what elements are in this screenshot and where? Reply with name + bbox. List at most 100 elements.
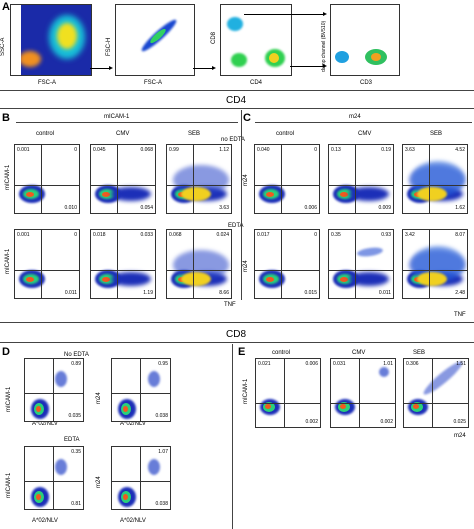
b-plot-r1-c3-value-1: 1.12 (219, 147, 229, 153)
gating-plot-dump-cd3 (330, 4, 400, 76)
b-plot-r1-c2-value-1: 0.068 (140, 147, 153, 153)
b-plot-r1-c2-value-2: 0.054 (140, 205, 153, 211)
gating-ylabel-cd8: CD8 (211, 31, 217, 44)
b-plot-r2-c1-gate-v (41, 230, 42, 298)
b-plot-r2-c2-value-2: 1.19 (143, 290, 153, 296)
b-plot-r2-c1-value-2: 0.011 (64, 290, 77, 296)
gating-ylabel-ssc: SSC-A (0, 37, 6, 56)
gating-ylabel-dump: dump channel (BV510) (321, 20, 327, 72)
c-plot-r1-c2: 0.13 0.19 0.009 (328, 144, 394, 214)
c-plot-r1-c3: 3.63 4.52 1.62 (402, 144, 468, 214)
c-plot-r1-c2-gate-h (329, 185, 393, 186)
e-col-seb: SEB (413, 350, 426, 356)
c-plot-r2-c1-value-1: 0 (314, 232, 317, 238)
c-plot-r2-c3-value-2: 2.48 (455, 290, 465, 296)
section-cd4-title: CD4 (226, 95, 247, 106)
d-plot-4-density-2 (123, 494, 128, 500)
b-plot-r1-c3-value-0: 0.99 (169, 147, 179, 153)
e-xlabel: m24 (454, 433, 466, 439)
e-plot-3-density-2 (413, 404, 419, 409)
c-plot-r1-c2-density-2 (340, 192, 348, 197)
divider-cd4 (0, 108, 474, 109)
d-plot-1-gate-h (25, 393, 83, 394)
e-plot-1-density-2 (265, 404, 271, 409)
b-row2-label: EDTA (228, 223, 244, 229)
b-plot-r2-c1-value-1: 0 (74, 232, 77, 238)
c-plot-r2-c1-gate-v (281, 230, 282, 298)
c-plot-r1-c2-gate-v (355, 145, 356, 213)
b-plot-r2-c2: 0.018 0.033 1.19 (90, 229, 156, 299)
c-title-rule (255, 122, 472, 123)
e-plot-2-value-0: 0.031 (333, 361, 346, 367)
c-plot-r1-c1-density-2 (266, 192, 274, 197)
b-col-seb: SEB (188, 131, 201, 137)
panel-e-letter: E (238, 346, 246, 358)
e-plot-1-value-0: 0.021 (258, 361, 271, 367)
b-plot-r1-c2-density-2 (102, 192, 110, 197)
d-plot-1: 0.89 0.035 (24, 358, 84, 422)
d-ylabel-4: m24 (96, 476, 102, 488)
gating-arrow-2 (193, 66, 216, 70)
b-xlabel: TNF (224, 302, 236, 308)
b-plot-r2-c1: 0.001 0 0.011 (14, 229, 80, 299)
b-plot-r1-c2-gate-h (91, 185, 155, 186)
c-plot-r2-c1-value-2: 0.015 (304, 290, 317, 296)
e-plot-3-value-2: 0.025 (453, 419, 466, 425)
gating-xlabel-cd4: CD4 (250, 80, 263, 86)
gating-plot-cd8-cd4 (220, 4, 292, 76)
e-plot-2-gate-h (331, 403, 395, 404)
d-plot-4: 1.07 0.038 (111, 446, 171, 510)
c-plot-r1-c1: 0.040 0 0.006 (254, 144, 320, 214)
c-plot-r2-c2-density-3 (349, 272, 389, 286)
d-row1-label: No EDTA (64, 352, 89, 358)
c-plot-r1-c2-value-0: 0.13 (331, 147, 341, 153)
c-plot-r1-c1-value-0: 0.040 (257, 147, 270, 153)
b-title-rule (16, 122, 238, 123)
panel-d-letter: D (2, 346, 10, 358)
c-plot-r2-c1: 0.017 0 0.015 (254, 229, 320, 299)
d-plot-3-density-2 (36, 494, 41, 500)
b-plot-r1-c1-value-0: 0.001 (17, 147, 30, 153)
b-plot-r1-c2-value-0: 0.045 (93, 147, 106, 153)
d-plot-4-value-0: 1.07 (158, 449, 168, 455)
c-plot-r2-c2: 0.35 0.93 0.011 (328, 229, 394, 299)
divider-top (0, 90, 474, 91)
section-cd8-title: CD8 (226, 329, 247, 340)
b-plot-r2-c3-value-1: 0.024 (216, 232, 229, 238)
c-plot-r1-c1-value-1: 0 (314, 147, 317, 153)
d-plot-4-gate-v (140, 447, 141, 509)
d-plot-1-value-1: 0.035 (68, 413, 81, 419)
e-plot-2-value-2: 0.002 (380, 419, 393, 425)
gating-arrow-3b (290, 64, 327, 68)
d-plot-4-gate-h (112, 481, 170, 482)
panel-c-letter: C (243, 112, 251, 124)
d-plot-2-density-3 (148, 371, 160, 387)
b-col-cmv: CMV (116, 131, 130, 137)
b-plot-r1-c1-value-2: 0.010 (64, 205, 77, 211)
b-plot-r2-c2-gate-h (91, 270, 155, 271)
c-plot-r1-c1-gate-h (255, 185, 319, 186)
d-plot-1-value-0: 0.89 (71, 361, 81, 367)
c-plot-r1-c3-gate-v (429, 145, 430, 213)
d-e-divider (232, 344, 233, 529)
b-plot-r1-c3: 0.99 1.12 3.63 (166, 144, 232, 214)
e-plot-3-value-0: 0.306 (406, 361, 419, 367)
b-plot-r1-c1-gate-h (15, 185, 79, 186)
gating-xlabel-fsc2: FSC-A (144, 80, 162, 86)
b-ylabel-1: mICAM-1 (5, 164, 11, 190)
c-plot-r2-c2-gate-v (355, 230, 356, 298)
d-row2-label: EDTA (64, 437, 80, 443)
b-plot-r2-c2-density-3 (111, 272, 151, 286)
b-plot-r1-c3-value-2: 3.63 (219, 205, 229, 211)
c-ylabel-1: m24 (243, 174, 249, 186)
d-xlabel-3: A*02/NLV (32, 518, 58, 524)
d-plot-2-gate-h (112, 393, 170, 394)
c-plot-r2-c1-value-0: 0.017 (257, 232, 270, 238)
d-plot-3-value-0: 0.35 (71, 449, 81, 455)
b-plot-r2-c3-gate-h (167, 270, 231, 271)
panel-b-letter: B (2, 112, 10, 124)
b-col-control: control (36, 131, 55, 137)
c-title: m24 (349, 114, 361, 120)
divider-cd8 (0, 342, 474, 343)
d-plot-1-gate-v (53, 359, 54, 421)
